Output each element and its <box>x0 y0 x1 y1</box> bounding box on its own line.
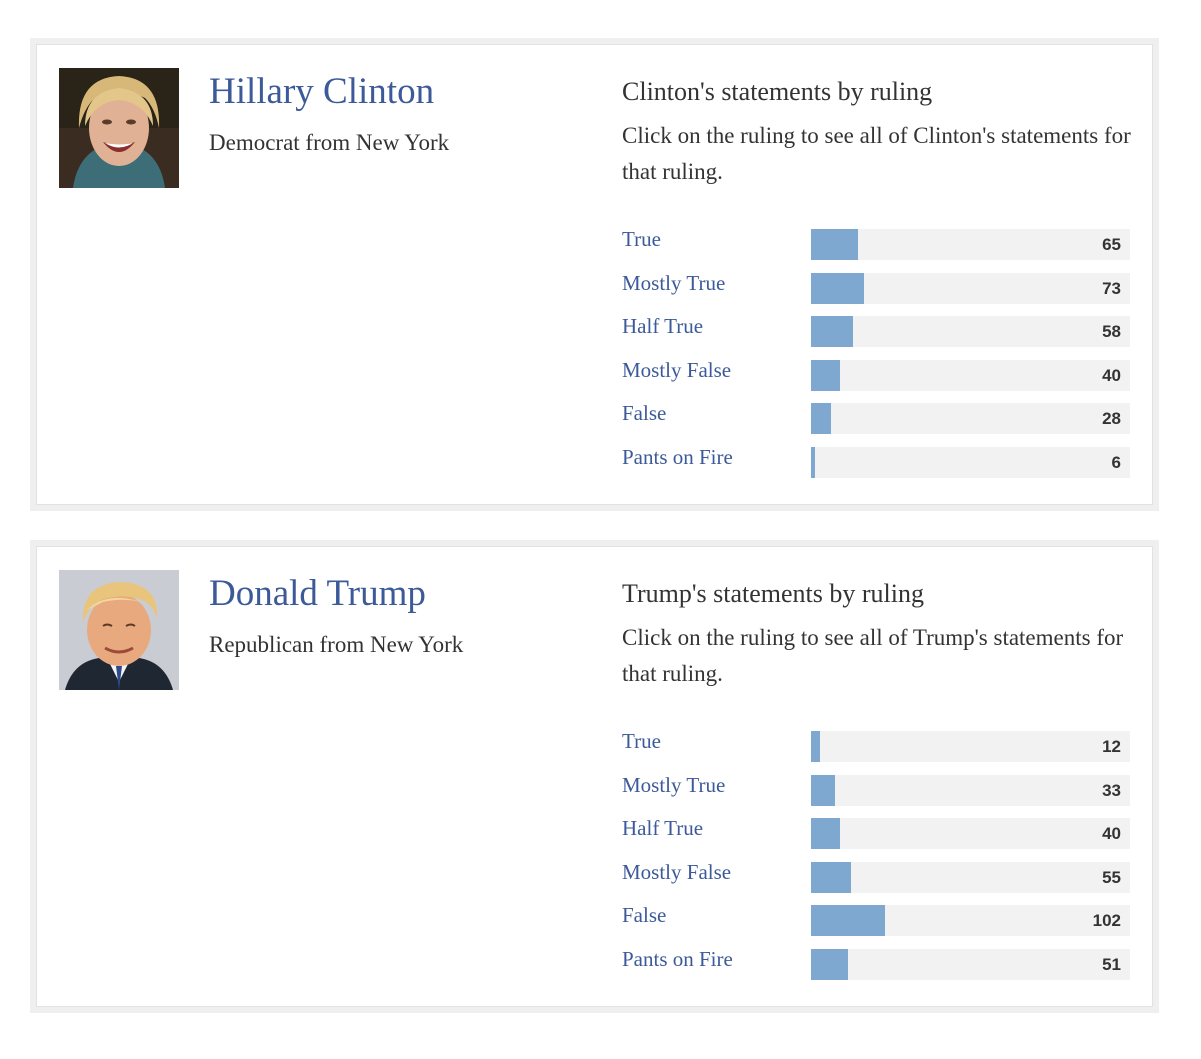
ruling-list: True 65 Mostly True 73 Half True 58 Most… <box>622 227 1130 490</box>
ruling-label[interactable]: True <box>622 729 661 753</box>
ruling-count: 55 <box>1102 867 1121 887</box>
ruling-row-pants-on-fire[interactable]: Pants on Fire 51 <box>622 947 1130 981</box>
ruling-row-true[interactable]: True 65 <box>622 227 1130 261</box>
ruling-row-half-true[interactable]: Half True 40 <box>622 816 1130 850</box>
ruling-count: 73 <box>1102 278 1121 298</box>
person-name[interactable]: Donald Trump <box>209 573 426 614</box>
ruling-bar-track: 28 <box>811 403 1130 434</box>
ruling-row-mostly-true[interactable]: Mostly True 73 <box>622 271 1130 305</box>
ruling-bar-track: 40 <box>811 359 1130 391</box>
ruling-bar-track: 40 <box>811 818 1130 849</box>
ruling-bar-track: 55 <box>811 861 1130 893</box>
ruling-bar-track: 6 <box>811 446 1130 478</box>
person-card-trump: Donald Trump Republican from New York Tr… <box>30 540 1159 1013</box>
stats-title: Clinton's statements by ruling <box>622 77 933 106</box>
ruling-bar-fill <box>811 446 815 478</box>
stats-description: Click on the ruling to see all of Clinto… <box>622 123 1131 184</box>
stats-description: Click on the ruling to see all of Trump'… <box>622 625 1124 686</box>
portrait-photo-icon <box>59 570 179 690</box>
ruling-row-true[interactable]: True 12 <box>622 729 1130 763</box>
ruling-label[interactable]: Mostly True <box>622 772 726 797</box>
ruling-row-mostly-false[interactable]: Mostly False 40 <box>622 358 1130 392</box>
ruling-row-pants-on-fire[interactable]: Pants on Fire 6 <box>622 445 1130 479</box>
ruling-row-false[interactable]: False 28 <box>622 401 1130 435</box>
ruling-list: True 12 Mostly True 33 Half True 40 Most… <box>622 729 1130 992</box>
ruling-count: 65 <box>1102 235 1121 254</box>
ruling-label[interactable]: True <box>622 227 661 251</box>
ruling-bar-fill <box>811 948 848 980</box>
ruling-count: 51 <box>1102 954 1121 974</box>
ruling-bar-fill <box>811 316 853 347</box>
ruling-bar-fill <box>811 774 835 806</box>
ruling-row-mostly-true[interactable]: Mostly True 33 <box>622 773 1130 807</box>
ruling-label[interactable]: Half True <box>622 816 704 840</box>
ruling-bar-fill <box>811 731 820 762</box>
ruling-count: 40 <box>1102 824 1121 843</box>
ruling-bar-track: 51 <box>811 948 1130 980</box>
avatar-trump[interactable] <box>59 570 179 690</box>
ruling-bar-fill <box>811 229 858 260</box>
ruling-count: 12 <box>1102 737 1121 756</box>
person-affiliation: Democrat from New York <box>209 130 450 155</box>
ruling-bar-track: 12 <box>811 731 1130 762</box>
ruling-label[interactable]: Mostly True <box>622 270 726 295</box>
ruling-bar-fill <box>811 861 851 893</box>
ruling-bar-fill <box>811 403 831 434</box>
ruling-row-half-true[interactable]: Half True 58 <box>622 314 1130 348</box>
ruling-label[interactable]: Mostly False <box>622 859 732 884</box>
ruling-bar-track: 33 <box>811 774 1130 806</box>
ruling-bar-fill <box>811 272 864 304</box>
ruling-label[interactable]: False <box>622 401 667 425</box>
ruling-count: 40 <box>1102 365 1121 385</box>
ruling-bar-track: 65 <box>811 229 1130 260</box>
ruling-count: 33 <box>1102 780 1121 800</box>
avatar-clinton[interactable] <box>59 68 179 188</box>
ruling-bar-fill <box>811 359 840 391</box>
ruling-bar-track: 73 <box>811 272 1130 304</box>
ruling-count: 102 <box>1092 911 1121 930</box>
ruling-label[interactable]: Mostly False <box>622 357 732 382</box>
person-name[interactable]: Hillary Clinton <box>209 71 435 112</box>
person-affiliation: Republican from New York <box>209 632 464 657</box>
ruling-count: 28 <box>1102 409 1121 428</box>
ruling-label[interactable]: Half True <box>622 314 704 338</box>
ruling-row-false[interactable]: False 102 <box>622 903 1130 937</box>
ruling-label[interactable]: Pants on Fire <box>622 444 733 469</box>
portrait-photo-icon <box>59 68 179 188</box>
ruling-bar-track: 58 <box>811 316 1130 347</box>
ruling-bar-fill <box>811 905 885 936</box>
ruling-count: 6 <box>1111 452 1121 472</box>
person-card-clinton: Hillary Clinton Democrat from New York C… <box>30 38 1159 511</box>
ruling-label[interactable]: False <box>622 903 667 927</box>
ruling-label[interactable]: Pants on Fire <box>622 946 733 971</box>
ruling-row-mostly-false[interactable]: Mostly False 55 <box>622 860 1130 894</box>
ruling-bar-track: 102 <box>811 905 1130 936</box>
ruling-bar-fill <box>811 818 840 849</box>
stats-title: Trump's statements by ruling <box>622 579 925 608</box>
ruling-count: 58 <box>1102 322 1121 341</box>
